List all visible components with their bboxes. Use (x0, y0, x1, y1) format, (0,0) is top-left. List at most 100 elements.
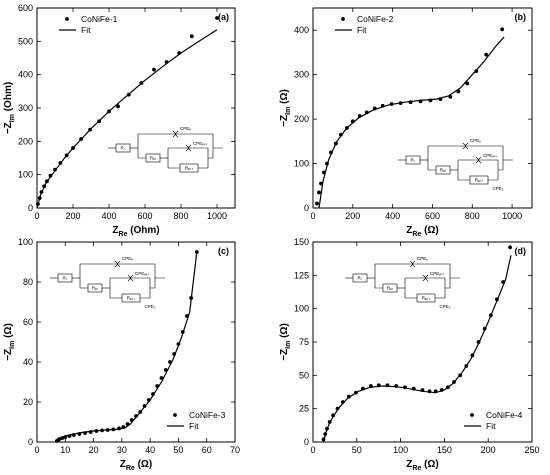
y-tick-label: 0 (28, 203, 33, 213)
legend-marker (341, 17, 345, 21)
data-point (126, 92, 131, 97)
data-point (361, 386, 365, 391)
data-point (325, 161, 329, 166)
data-point (58, 161, 63, 165)
data-point (39, 190, 44, 194)
data-point (438, 97, 443, 102)
data-point (129, 418, 134, 422)
x-tick-label: 0 (310, 211, 315, 221)
data-point (321, 437, 326, 442)
x-tick-label: 70 (230, 445, 240, 455)
data-point (474, 69, 479, 74)
chart-panel-b: 0 200 400 600 800 1000 0 100 200 300 400 ZRe (Ω) −ZI… (279, 7, 533, 238)
y-tick-label: 125 (294, 270, 309, 280)
panel-label: (a) (218, 12, 229, 22)
x-tick-label: 0 (34, 445, 39, 455)
y-tick-label: 0 (304, 203, 309, 213)
data-point (138, 410, 143, 414)
x-tick-label: 600 (137, 211, 152, 221)
data-point (331, 413, 336, 418)
data-point (372, 106, 377, 111)
data-point (180, 330, 185, 334)
data-point (117, 426, 121, 431)
data-point (476, 340, 481, 344)
y-tick-label: 60 (23, 317, 33, 327)
data-point (37, 196, 42, 200)
data-point (385, 383, 390, 388)
data-point (368, 384, 373, 388)
data-point (329, 150, 333, 155)
data-point (364, 110, 369, 115)
data-point (36, 202, 40, 206)
y-tick-label: 400 (18, 70, 33, 80)
y-tick-label: 100 (294, 159, 309, 169)
y-axis-label: −ZIm (Ohm) (3, 82, 16, 134)
data-point (194, 250, 199, 254)
x-tick-label: 0 (310, 445, 315, 455)
y-axis-label: −ZIm (Ω) (279, 323, 292, 361)
data-point (394, 384, 399, 388)
data-point (107, 109, 111, 114)
data-point (448, 94, 453, 99)
x-tick-label: 600 (425, 211, 440, 221)
plot-frame (36, 7, 236, 209)
equivalent-circuit: Rₛ CPEₑ Rₑₜ CPEₑₖₛ Rₑₖₛ CPE₂ (398, 138, 513, 191)
data-point (427, 389, 432, 394)
circuit-label: Rₑₜ (92, 286, 99, 291)
data-point (45, 179, 49, 184)
data-point (42, 184, 47, 189)
data-point (71, 433, 76, 437)
x-tick-label: 200 (481, 445, 496, 455)
legend-fit-label: Fit (81, 25, 91, 35)
y-tick-label: 50 (299, 370, 309, 380)
data-point (319, 181, 323, 186)
legend-fit-label: Fit (189, 421, 199, 431)
equivalent-circuit: Rₛ CPEₑ Rₑₜ CPEₑₖₛ Rₑₖₛ (108, 126, 223, 173)
circuit-label: Rₛ (358, 276, 363, 281)
data-point (411, 386, 416, 391)
data-point (484, 52, 489, 57)
x-tick-label: 1000 (207, 211, 227, 221)
data-point (64, 153, 69, 158)
data-point (215, 16, 219, 20)
circuit-label: Rₑₖₛ (185, 166, 194, 171)
x-axis-label: ZRe (Ω) (406, 225, 439, 238)
x-tick-label: 40 (145, 445, 155, 455)
y-tick-label: 100 (294, 304, 309, 314)
data-point (63, 435, 68, 439)
panel-label: (d) (515, 246, 527, 256)
circuit-label: CPE₂ (440, 304, 451, 309)
data-point (155, 384, 160, 388)
data-point (340, 400, 345, 404)
data-point (335, 406, 340, 411)
equivalent-circuit: Rₛ CPEₑ Rₑₜ CPEₑₖₛ Rₑₖₛ CPE₂ (50, 256, 165, 309)
data-point (495, 297, 499, 302)
data-point (464, 364, 469, 368)
data-point (408, 100, 413, 105)
data-point (446, 385, 450, 390)
data-point (338, 132, 343, 137)
x-tick-label: 250 (524, 445, 539, 455)
data-point (456, 89, 461, 94)
data-point (317, 190, 321, 195)
circuit-label: CPEₑ (180, 126, 191, 131)
y-tick-label: 200 (294, 114, 309, 124)
circuit-label: CPEₑₖₛ (135, 271, 150, 276)
x-tick-label: 0 (34, 211, 39, 221)
x-tick-label: 400 (101, 211, 116, 221)
data-point (325, 426, 329, 431)
data-point (105, 428, 110, 432)
circuit-label: Rₑₖₛ (475, 178, 484, 183)
data-point (164, 60, 169, 64)
data-point (488, 313, 493, 318)
circuit-label: Rₛ (63, 276, 68, 281)
data-point (418, 99, 423, 104)
data-point (452, 380, 456, 384)
data-point (470, 353, 475, 358)
x-tick-label: 400 (385, 211, 400, 221)
chart-panel-c: 0 10 20 30 40 50 60 70 0 20 40 60 80 100 ZRe (Ω) −ZIm (… (3, 237, 240, 472)
circuit-label: CPEₑ (470, 138, 481, 143)
y-axis-label: −ZIm (Ω) (279, 89, 292, 127)
data-point (168, 360, 172, 364)
